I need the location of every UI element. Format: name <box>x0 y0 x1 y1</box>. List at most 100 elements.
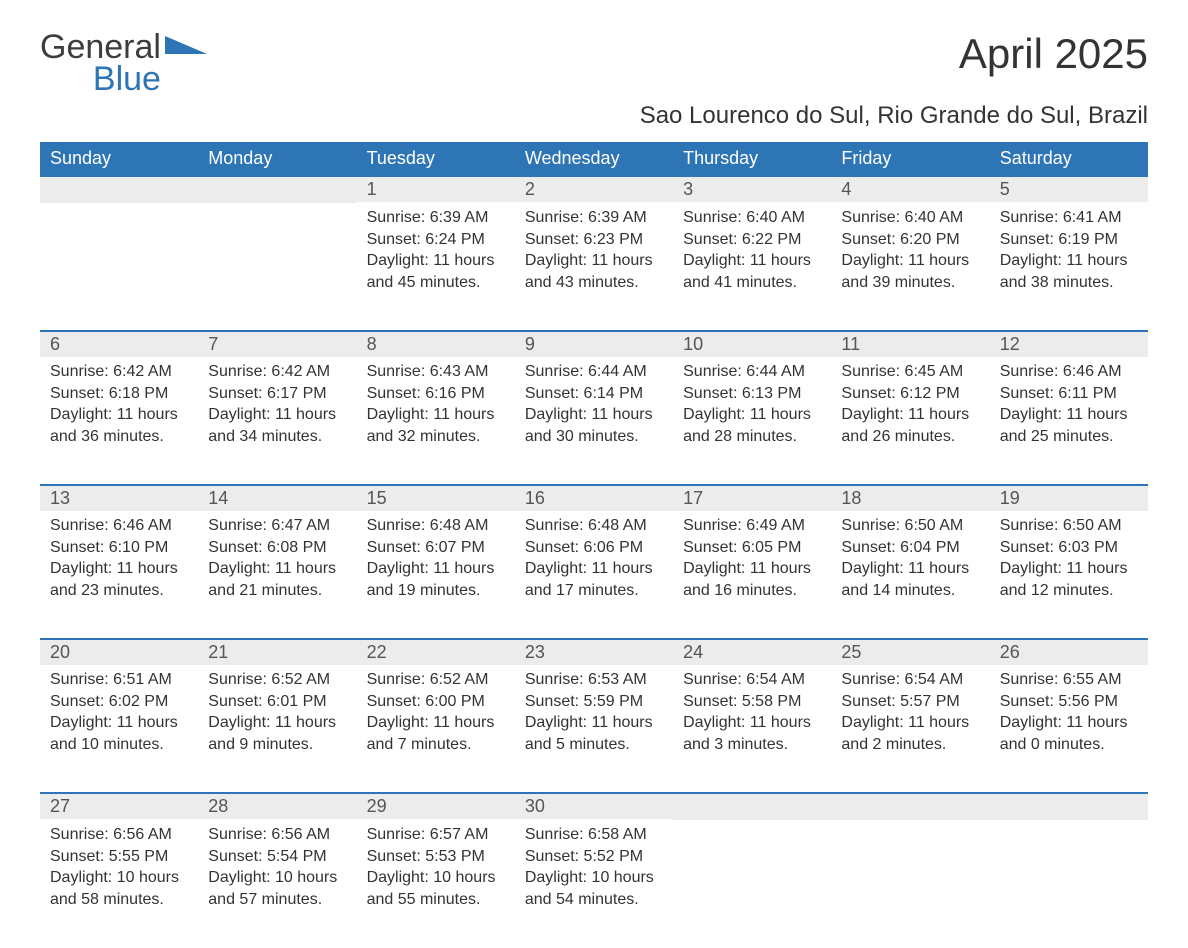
daylight-text: Daylight: 11 hours and 16 minutes. <box>683 558 821 601</box>
sunset-text: Sunset: 6:00 PM <box>367 691 505 713</box>
daylight-text: Daylight: 11 hours and 9 minutes. <box>208 712 346 755</box>
week-daynum-row: 13141516171819 <box>40 485 1148 511</box>
day-content: Sunrise: 6:48 AMSunset: 6:07 PMDaylight:… <box>357 511 515 611</box>
day-header-row: SundayMondayTuesdayWednesdayThursdayFrid… <box>40 142 1148 176</box>
daylight-text: Daylight: 10 hours and 54 minutes. <box>525 867 663 910</box>
day-cell-number: 10 <box>673 331 831 357</box>
daylight-text: Daylight: 10 hours and 55 minutes. <box>367 867 505 910</box>
daylight-text: Daylight: 11 hours and 3 minutes. <box>683 712 821 755</box>
day-cell-content: Sunrise: 6:48 AMSunset: 6:06 PMDaylight:… <box>515 511 673 639</box>
sunrise-text: Sunrise: 6:46 AM <box>50 515 188 537</box>
day-cell-number: 22 <box>357 639 515 665</box>
day-cell-number: 2 <box>515 176 673 203</box>
day-cell-number: 17 <box>673 485 831 511</box>
day-content: Sunrise: 6:42 AMSunset: 6:18 PMDaylight:… <box>40 357 198 457</box>
day-cell-number: 27 <box>40 793 198 820</box>
day-content: Sunrise: 6:56 AMSunset: 5:54 PMDaylight:… <box>198 820 356 920</box>
day-number: 15 <box>357 486 515 511</box>
week-content-row: Sunrise: 6:46 AMSunset: 6:10 PMDaylight:… <box>40 511 1148 639</box>
day-cell-content: Sunrise: 6:44 AMSunset: 6:14 PMDaylight:… <box>515 357 673 485</box>
day-cell-content: Sunrise: 6:43 AMSunset: 6:16 PMDaylight:… <box>357 357 515 485</box>
sunrise-text: Sunrise: 6:40 AM <box>841 207 979 229</box>
sunset-text: Sunset: 5:58 PM <box>683 691 821 713</box>
day-cell-content <box>673 820 831 948</box>
day-content: Sunrise: 6:56 AMSunset: 5:55 PMDaylight:… <box>40 820 198 920</box>
day-content: Sunrise: 6:41 AMSunset: 6:19 PMDaylight:… <box>990 203 1148 303</box>
sunrise-text: Sunrise: 6:42 AM <box>50 361 188 383</box>
sunrise-text: Sunrise: 6:45 AM <box>841 361 979 383</box>
day-number: 6 <box>40 332 198 357</box>
sunset-text: Sunset: 6:05 PM <box>683 537 821 559</box>
daylight-text: Daylight: 11 hours and 0 minutes. <box>1000 712 1138 755</box>
day-cell-number: 30 <box>515 793 673 820</box>
day-number: 28 <box>198 794 356 819</box>
daylight-text: Daylight: 11 hours and 12 minutes. <box>1000 558 1138 601</box>
day-cell-content: Sunrise: 6:49 AMSunset: 6:05 PMDaylight:… <box>673 511 831 639</box>
day-header: Sunday <box>40 142 198 176</box>
daylight-text: Daylight: 10 hours and 58 minutes. <box>50 867 188 910</box>
day-content: Sunrise: 6:49 AMSunset: 6:05 PMDaylight:… <box>673 511 831 611</box>
sunset-text: Sunset: 6:23 PM <box>525 229 663 251</box>
day-number: 22 <box>357 640 515 665</box>
sunset-text: Sunset: 6:14 PM <box>525 383 663 405</box>
day-content: Sunrise: 6:42 AMSunset: 6:17 PMDaylight:… <box>198 357 356 457</box>
sunset-text: Sunset: 6:08 PM <box>208 537 346 559</box>
day-number: 8 <box>357 332 515 357</box>
sunset-text: Sunset: 6:11 PM <box>1000 383 1138 405</box>
day-number: 25 <box>831 640 989 665</box>
daylight-text: Daylight: 11 hours and 10 minutes. <box>50 712 188 755</box>
day-number: 17 <box>673 486 831 511</box>
day-cell-content: Sunrise: 6:44 AMSunset: 6:13 PMDaylight:… <box>673 357 831 485</box>
logo-blue: Blue <box>40 62 161 96</box>
day-content: Sunrise: 6:57 AMSunset: 5:53 PMDaylight:… <box>357 820 515 920</box>
week-daynum-row: 6789101112 <box>40 331 1148 357</box>
day-number: 30 <box>515 794 673 819</box>
flag-icon <box>165 36 207 62</box>
day-cell-content: Sunrise: 6:52 AMSunset: 6:00 PMDaylight:… <box>357 665 515 793</box>
day-cell-content: Sunrise: 6:56 AMSunset: 5:55 PMDaylight:… <box>40 820 198 948</box>
day-number: 19 <box>990 486 1148 511</box>
day-cell-number <box>40 176 198 203</box>
day-content: Sunrise: 6:52 AMSunset: 6:00 PMDaylight:… <box>357 665 515 765</box>
day-cell-content: Sunrise: 6:46 AMSunset: 6:10 PMDaylight:… <box>40 511 198 639</box>
sunrise-text: Sunrise: 6:46 AM <box>1000 361 1138 383</box>
daylight-text: Daylight: 11 hours and 19 minutes. <box>367 558 505 601</box>
day-number: 10 <box>673 332 831 357</box>
daylight-text: Daylight: 11 hours and 32 minutes. <box>367 404 505 447</box>
day-cell-content <box>831 820 989 948</box>
sunrise-text: Sunrise: 6:50 AM <box>1000 515 1138 537</box>
day-content: Sunrise: 6:53 AMSunset: 5:59 PMDaylight:… <box>515 665 673 765</box>
daylight-text: Daylight: 11 hours and 14 minutes. <box>841 558 979 601</box>
empty-day-number <box>673 794 831 820</box>
day-number: 23 <box>515 640 673 665</box>
day-header: Monday <box>198 142 356 176</box>
day-cell-content: Sunrise: 6:58 AMSunset: 5:52 PMDaylight:… <box>515 820 673 948</box>
day-cell-number <box>198 176 356 203</box>
sunset-text: Sunset: 6:13 PM <box>683 383 821 405</box>
sunset-text: Sunset: 6:19 PM <box>1000 229 1138 251</box>
week-daynum-row: 12345 <box>40 176 1148 203</box>
day-number: 26 <box>990 640 1148 665</box>
sunrise-text: Sunrise: 6:56 AM <box>50 824 188 846</box>
day-cell-number: 7 <box>198 331 356 357</box>
day-cell-content: Sunrise: 6:53 AMSunset: 5:59 PMDaylight:… <box>515 665 673 793</box>
page-title: April 2025 <box>959 30 1148 78</box>
sunset-text: Sunset: 6:03 PM <box>1000 537 1138 559</box>
sunset-text: Sunset: 5:52 PM <box>525 846 663 868</box>
sunrise-text: Sunrise: 6:48 AM <box>367 515 505 537</box>
daylight-text: Daylight: 11 hours and 7 minutes. <box>367 712 505 755</box>
sunset-text: Sunset: 5:56 PM <box>1000 691 1138 713</box>
day-number: 4 <box>831 177 989 202</box>
day-number: 18 <box>831 486 989 511</box>
day-content: Sunrise: 6:50 AMSunset: 6:03 PMDaylight:… <box>990 511 1148 611</box>
day-cell-content: Sunrise: 6:48 AMSunset: 6:07 PMDaylight:… <box>357 511 515 639</box>
day-cell-number: 28 <box>198 793 356 820</box>
empty-day-number <box>40 177 198 203</box>
day-number: 21 <box>198 640 356 665</box>
week-daynum-row: 20212223242526 <box>40 639 1148 665</box>
sunrise-text: Sunrise: 6:42 AM <box>208 361 346 383</box>
sunrise-text: Sunrise: 6:47 AM <box>208 515 346 537</box>
day-cell-number: 24 <box>673 639 831 665</box>
week-content-row: Sunrise: 6:42 AMSunset: 6:18 PMDaylight:… <box>40 357 1148 485</box>
day-content: Sunrise: 6:54 AMSunset: 5:58 PMDaylight:… <box>673 665 831 765</box>
